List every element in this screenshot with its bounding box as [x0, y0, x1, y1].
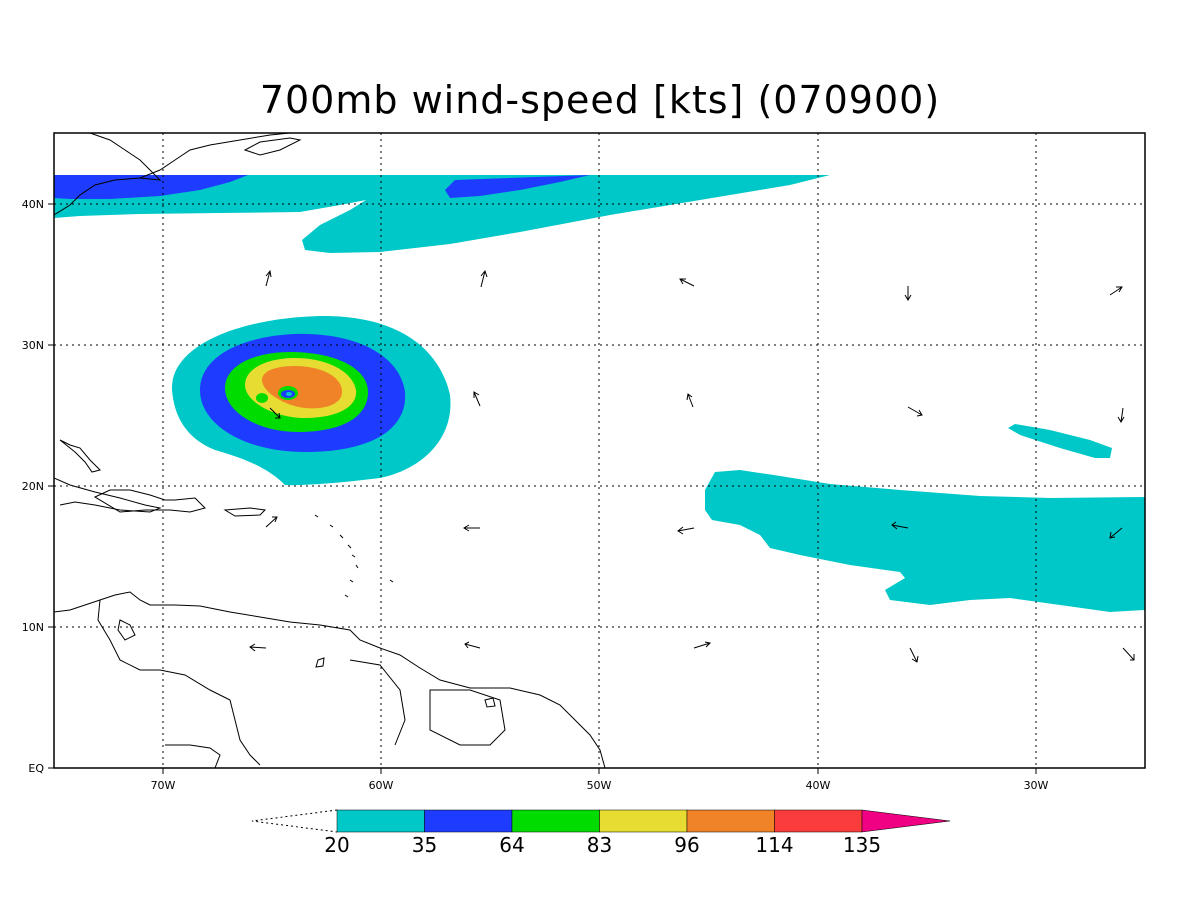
- wind-vectors: [249, 269, 1135, 663]
- colorbar-label: 135: [843, 833, 881, 857]
- lat-labels: EQ 10N 20N 30N 40N: [22, 198, 45, 775]
- colorbar-label: 96: [674, 833, 699, 857]
- colorbar-label: 83: [587, 833, 612, 857]
- colorbar-label: 35: [412, 833, 437, 857]
- lon-label: 30W: [1024, 779, 1049, 792]
- graticule: [54, 133, 1145, 768]
- colorbar-box: [336, 809, 425, 833]
- wind-fields: [54, 133, 1145, 768]
- colorbar-high-triangle: [861, 809, 951, 833]
- streak-cyan: [1008, 424, 1112, 458]
- colorbar-low-triangle: [251, 809, 338, 833]
- storm-spot-green: [256, 393, 268, 403]
- lon-label: 50W: [587, 779, 612, 792]
- colorbar-box: [511, 809, 600, 833]
- colorbar-label: 64: [499, 833, 524, 857]
- lat-label: 10N: [22, 621, 44, 634]
- tick-marks: [48, 203, 1037, 774]
- colorbar-labels: 20 35 64 83 96 114 135: [324, 833, 881, 857]
- lat-label: 40N: [22, 198, 44, 211]
- colorbar-box: [774, 809, 863, 833]
- map-title: 700mb wind-speed [kts] (070900): [259, 78, 941, 122]
- jet-core-east: [445, 175, 590, 198]
- tropical-band-cyan: [705, 470, 1145, 612]
- colorbar: 20 35 64 83 96 114 135: [251, 809, 951, 857]
- colorbar-box: [599, 809, 688, 833]
- colorbar-label: 20: [324, 833, 349, 857]
- colorbar-boxes: [336, 809, 863, 833]
- lon-label: 60W: [369, 779, 394, 792]
- jet-band-cyan: [54, 175, 830, 253]
- coastlines: [54, 133, 606, 768]
- lon-labels: 70W 60W 50W 40W 30W: [151, 779, 1049, 792]
- lat-label: 30N: [22, 339, 44, 352]
- lat-label: 20N: [22, 480, 44, 493]
- lon-label: 40W: [806, 779, 831, 792]
- colorbar-box: [424, 809, 513, 833]
- storm-eye-center: [286, 392, 292, 396]
- colorbar-box: [686, 809, 775, 833]
- lat-label: EQ: [28, 762, 44, 775]
- colorbar-label: 114: [755, 833, 793, 857]
- jet-core-west: [54, 175, 248, 199]
- lon-label: 70W: [151, 779, 176, 792]
